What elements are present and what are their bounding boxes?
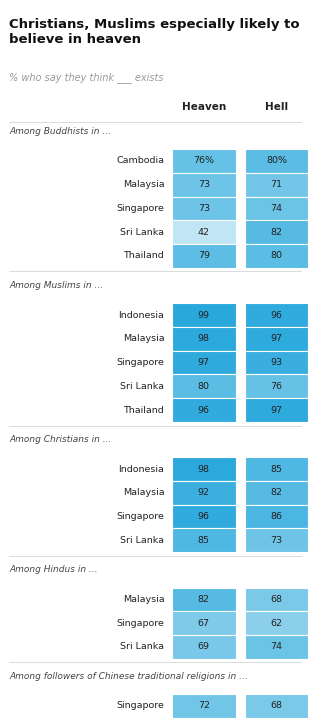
Text: Christians, Muslims especially likely to
believe in heaven: Christians, Muslims especially likely to… bbox=[9, 18, 300, 46]
Text: 98: 98 bbox=[198, 334, 210, 343]
Text: Indonesia: Indonesia bbox=[118, 464, 164, 474]
Bar bbox=[245, 173, 308, 197]
Text: Singapore: Singapore bbox=[117, 358, 164, 367]
Text: Singapore: Singapore bbox=[117, 204, 164, 213]
Text: 72: 72 bbox=[198, 701, 210, 711]
Bar bbox=[172, 528, 236, 552]
Text: 82: 82 bbox=[271, 488, 283, 498]
Text: 85: 85 bbox=[198, 536, 210, 545]
Text: 92: 92 bbox=[198, 488, 210, 498]
Bar bbox=[172, 374, 236, 398]
Text: 96: 96 bbox=[271, 310, 283, 320]
Text: 86: 86 bbox=[271, 512, 283, 521]
Text: 79: 79 bbox=[198, 251, 210, 261]
Text: Sri Lanka: Sri Lanka bbox=[120, 228, 164, 237]
Text: 97: 97 bbox=[198, 358, 210, 367]
Text: Malaysia: Malaysia bbox=[123, 595, 164, 604]
Bar bbox=[245, 528, 308, 552]
Bar bbox=[245, 374, 308, 398]
Text: 62: 62 bbox=[271, 618, 283, 628]
Text: Among Christians in ...: Among Christians in ... bbox=[9, 435, 112, 444]
Bar bbox=[172, 398, 236, 422]
Text: 73: 73 bbox=[198, 204, 210, 213]
Text: Singapore: Singapore bbox=[117, 618, 164, 628]
Text: Malaysia: Malaysia bbox=[123, 488, 164, 498]
Bar bbox=[172, 173, 236, 197]
Text: Sri Lanka: Sri Lanka bbox=[120, 536, 164, 545]
Text: 73: 73 bbox=[271, 536, 283, 545]
Bar bbox=[172, 197, 236, 220]
Bar bbox=[245, 149, 308, 173]
Text: Malaysia: Malaysia bbox=[123, 334, 164, 343]
Text: 96: 96 bbox=[198, 512, 210, 521]
Text: 80%: 80% bbox=[266, 156, 287, 166]
Text: 99: 99 bbox=[198, 310, 210, 320]
Bar bbox=[172, 611, 236, 635]
Bar bbox=[172, 327, 236, 351]
Text: Sri Lanka: Sri Lanka bbox=[120, 642, 164, 652]
Bar bbox=[245, 351, 308, 374]
Text: 97: 97 bbox=[271, 334, 283, 343]
Text: Hell: Hell bbox=[265, 102, 288, 112]
Text: 97: 97 bbox=[271, 405, 283, 415]
Bar bbox=[245, 481, 308, 505]
Text: 93: 93 bbox=[271, 358, 283, 367]
Text: % who say they think ___ exists: % who say they think ___ exists bbox=[9, 72, 164, 83]
Text: 82: 82 bbox=[198, 595, 210, 604]
Text: 74: 74 bbox=[271, 642, 283, 652]
Text: 85: 85 bbox=[271, 464, 283, 474]
Bar bbox=[245, 588, 308, 611]
Text: Indonesia: Indonesia bbox=[118, 310, 164, 320]
Text: 69: 69 bbox=[198, 642, 210, 652]
Bar bbox=[172, 457, 236, 481]
Bar bbox=[245, 635, 308, 659]
Bar bbox=[245, 197, 308, 220]
Text: 98: 98 bbox=[198, 464, 210, 474]
Text: Among Buddhists in ...: Among Buddhists in ... bbox=[9, 127, 111, 135]
Text: 68: 68 bbox=[271, 595, 283, 604]
Bar bbox=[245, 220, 308, 244]
Bar bbox=[245, 694, 308, 718]
Text: Malaysia: Malaysia bbox=[123, 180, 164, 189]
Text: 67: 67 bbox=[198, 618, 210, 628]
Bar bbox=[172, 303, 236, 327]
Bar bbox=[172, 694, 236, 718]
Bar bbox=[245, 457, 308, 481]
Text: 80: 80 bbox=[198, 382, 210, 391]
Bar bbox=[245, 327, 308, 351]
Text: 82: 82 bbox=[271, 228, 283, 237]
Bar bbox=[172, 635, 236, 659]
Bar bbox=[172, 481, 236, 505]
Bar bbox=[172, 149, 236, 173]
Bar bbox=[245, 398, 308, 422]
Text: Sri Lanka: Sri Lanka bbox=[120, 382, 164, 391]
Text: Thailand: Thailand bbox=[124, 251, 164, 261]
Bar bbox=[245, 244, 308, 268]
Text: Among Hindus in ...: Among Hindus in ... bbox=[9, 565, 98, 575]
Bar bbox=[172, 244, 236, 268]
Text: Among followers of Chinese traditional religions in ...: Among followers of Chinese traditional r… bbox=[9, 672, 248, 681]
Text: 96: 96 bbox=[198, 405, 210, 415]
Text: Thailand: Thailand bbox=[124, 405, 164, 415]
Text: Singapore: Singapore bbox=[117, 512, 164, 521]
Text: 73: 73 bbox=[198, 180, 210, 189]
Bar bbox=[172, 505, 236, 528]
Bar bbox=[172, 220, 236, 244]
Text: 42: 42 bbox=[198, 228, 210, 237]
Text: 80: 80 bbox=[271, 251, 283, 261]
Bar bbox=[245, 611, 308, 635]
Text: 74: 74 bbox=[271, 204, 283, 213]
Text: 68: 68 bbox=[271, 701, 283, 711]
Text: 76%: 76% bbox=[193, 156, 214, 166]
Text: 76: 76 bbox=[271, 382, 283, 391]
Text: Cambodia: Cambodia bbox=[116, 156, 164, 166]
Text: Singapore: Singapore bbox=[117, 701, 164, 711]
Bar bbox=[245, 303, 308, 327]
Text: Among Muslims in ...: Among Muslims in ... bbox=[9, 281, 104, 290]
Text: Heaven: Heaven bbox=[182, 102, 226, 112]
Bar bbox=[172, 351, 236, 374]
Bar bbox=[172, 588, 236, 611]
Text: 71: 71 bbox=[271, 180, 283, 189]
Bar bbox=[245, 505, 308, 528]
